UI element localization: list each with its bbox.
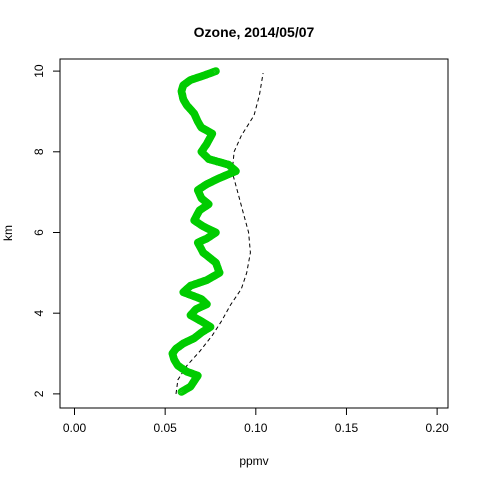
x-tick-label: 0.05 xyxy=(153,421,177,435)
y-axis: 2 4 6 8 10 xyxy=(32,64,61,397)
y-tick-label: 10 xyxy=(32,64,46,78)
series-layer xyxy=(168,67,264,396)
y-axis-label: km xyxy=(1,225,15,241)
y-tick-label: 8 xyxy=(32,148,46,155)
x-tick-label: 0.20 xyxy=(425,421,449,435)
x-axis: 0.00 0.05 0.10 0.15 0.20 xyxy=(63,407,449,435)
y-tick-label: 6 xyxy=(32,229,46,236)
dashed-profile-line xyxy=(175,73,264,394)
y-tick-label: 4 xyxy=(32,310,46,317)
ozone-points-group xyxy=(168,67,240,396)
x-tick-label: 0.15 xyxy=(335,421,359,435)
chart-title: Ozone, 2014/05/07 xyxy=(194,24,315,40)
x-axis-label: ppmv xyxy=(239,454,268,468)
plot-area-box xyxy=(59,58,449,409)
x-tick-label: 0.00 xyxy=(63,421,87,435)
y-tick-label: 2 xyxy=(32,390,46,397)
data-point xyxy=(211,67,220,75)
x-tick-label: 0.10 xyxy=(244,421,268,435)
